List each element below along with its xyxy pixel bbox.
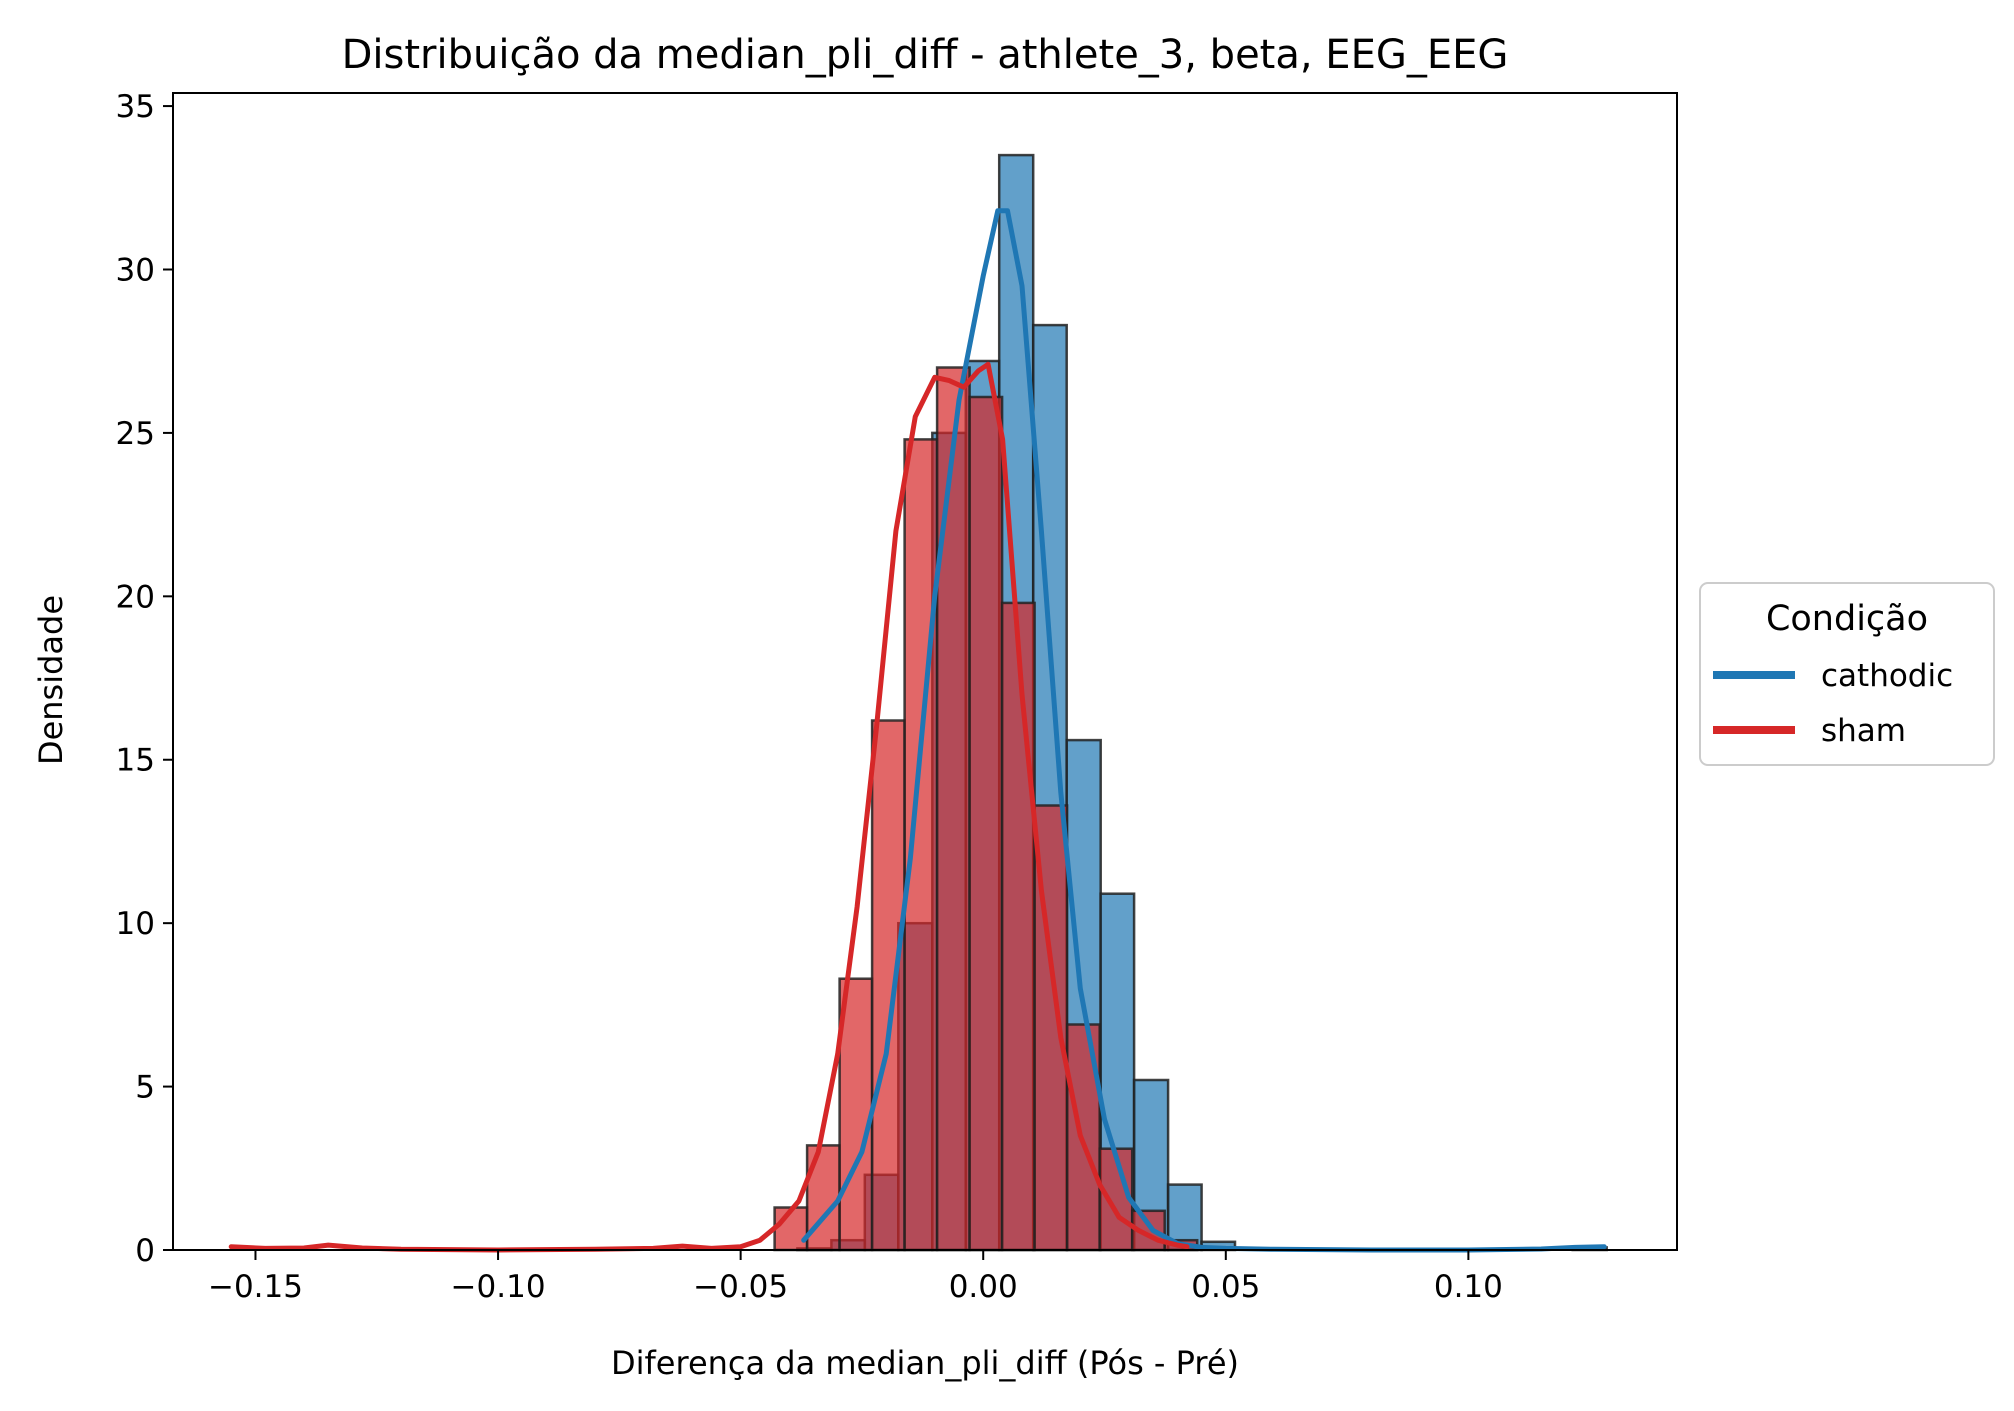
legend-label-sham: sham (1821, 713, 1906, 749)
histogram-bars-sham (773, 366, 1199, 1252)
legend: Condição cathodic sham (1699, 582, 1995, 766)
x-tick-label: 0.10 (1434, 1269, 1503, 1305)
y-tick-label: 35 (116, 89, 155, 125)
x-tick-label: −0.15 (208, 1269, 303, 1305)
hist-bar-sham-2 (838, 977, 874, 1252)
x-axis-label: Diferença da median_pli_diff (Pós - Pré) (611, 1344, 1239, 1382)
legend-title: Condição (1766, 599, 1928, 639)
y-tick-label: 15 (116, 743, 155, 779)
y-tick-label: 30 (116, 252, 155, 288)
y-tick-label: 25 (116, 416, 155, 452)
x-axis-ticks: −0.15 −0.10 −0.05 0.00 0.05 0.10 (208, 1250, 1503, 1305)
hist-bar-sham-7 (1000, 601, 1036, 1252)
hist-bar-sham-3 (870, 719, 906, 1252)
y-tick-label: 10 (116, 906, 155, 942)
hist-bar-sham-6 (968, 395, 1004, 1252)
x-tick-label: 0.05 (1191, 1269, 1260, 1305)
hist-bar-sham-5 (935, 366, 971, 1252)
y-tick-label: 20 (116, 579, 155, 615)
plot-frame (172, 92, 1678, 1251)
y-axis-label: Densidade (32, 595, 70, 765)
x-tick-label: 0.00 (949, 1269, 1018, 1305)
legend-frame (1699, 582, 1995, 766)
chart-title: Distribuição da median_pli_diff - athlet… (342, 32, 1509, 78)
x-tick-label: −0.05 (693, 1269, 788, 1305)
y-tick-label: 5 (135, 1070, 155, 1106)
x-tick-label: −0.10 (451, 1269, 546, 1305)
legend-label-cathodic: cathodic (1821, 658, 1953, 694)
y-tick-label: 0 (135, 1233, 155, 1269)
y-axis-ticks: 0 5 10 15 20 25 30 35 (116, 89, 173, 1269)
